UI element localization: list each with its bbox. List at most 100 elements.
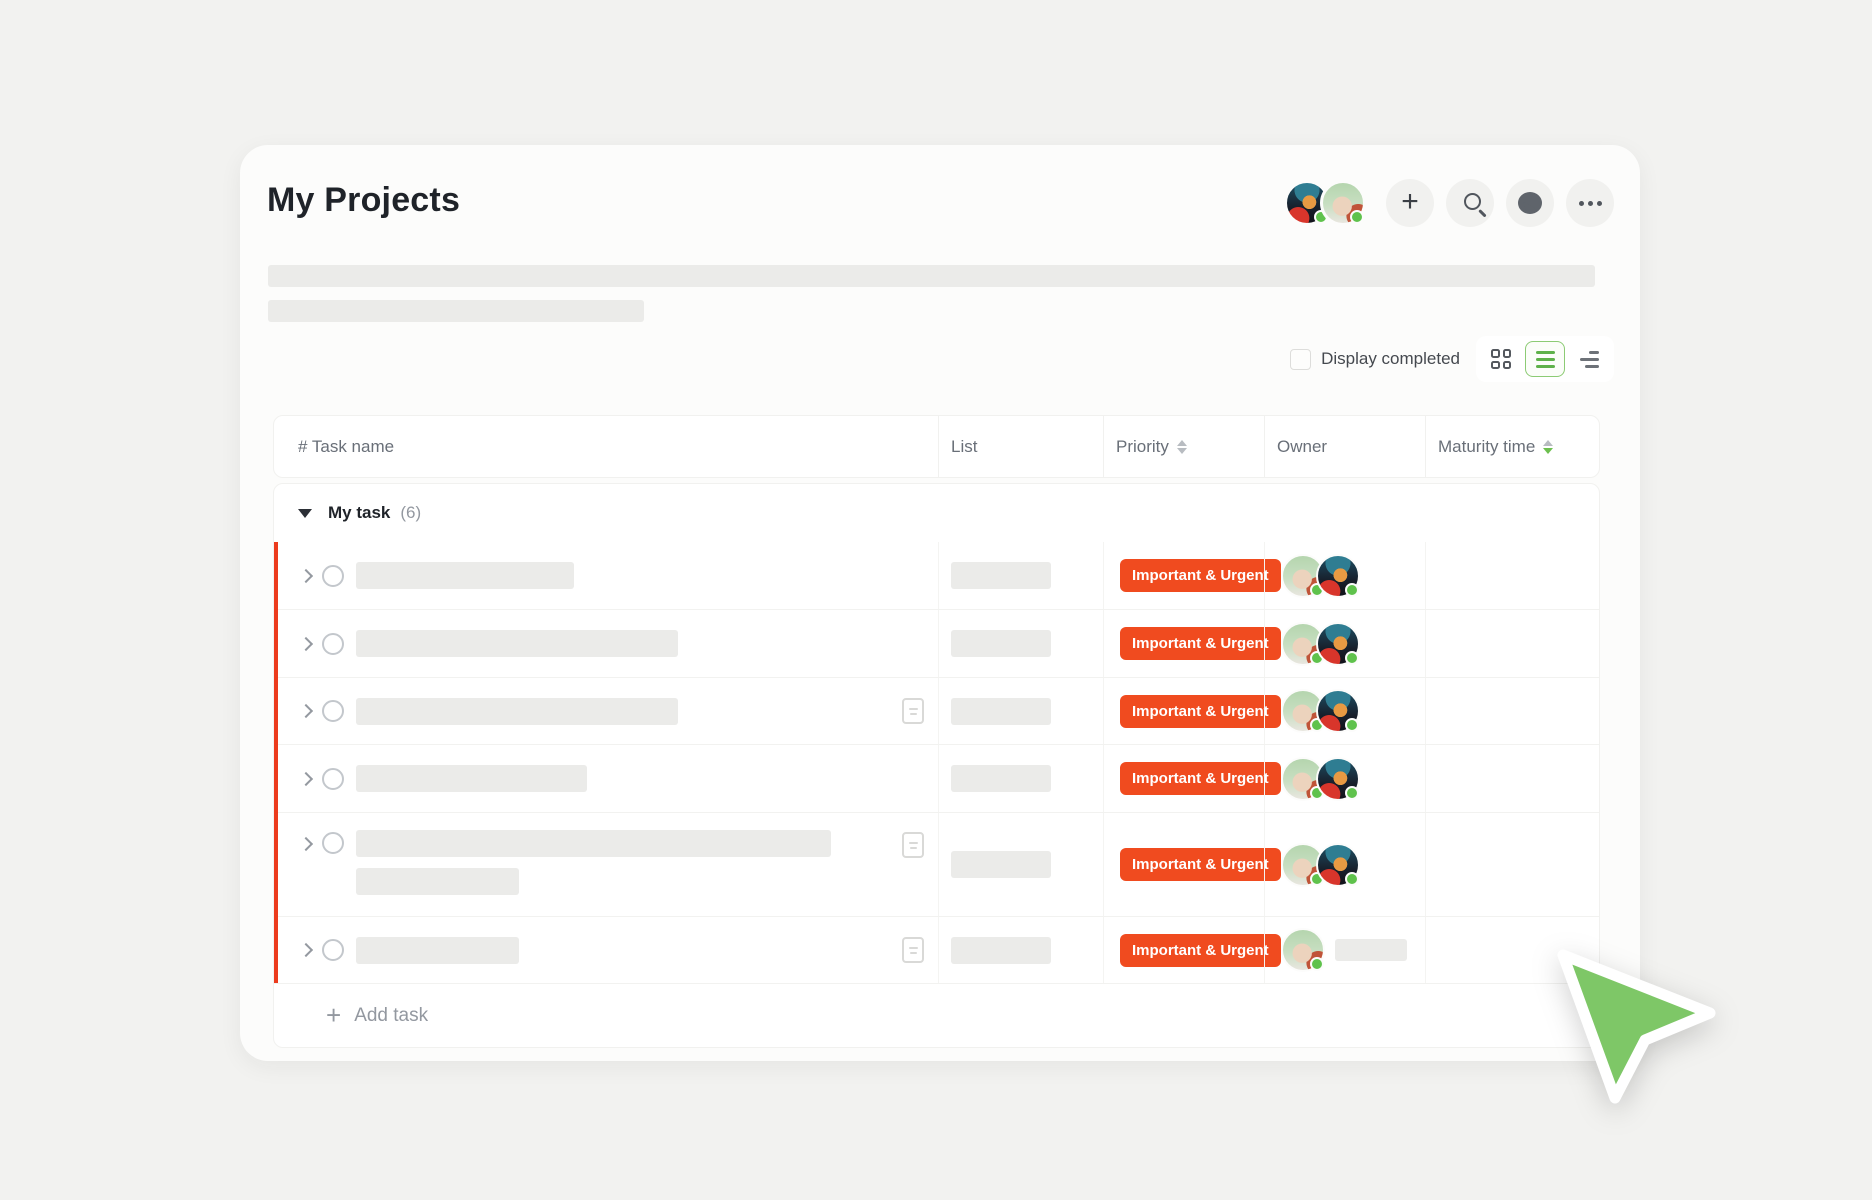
task-title-skeleton-group <box>356 630 678 657</box>
grid-view-icon <box>1491 349 1511 369</box>
list-skeleton <box>951 936 1051 964</box>
table-row[interactable]: Important & Urgent <box>274 916 1599 983</box>
complete-circle-checkbox[interactable] <box>322 632 344 655</box>
sort-icon-active-desc[interactable] <box>1543 439 1554 454</box>
more-button[interactable] <box>1566 179 1614 227</box>
online-status-dot <box>1345 718 1359 732</box>
sort-icon[interactable] <box>1176 439 1187 454</box>
complete-circle-checkbox[interactable] <box>322 939 344 961</box>
task-name-cell <box>274 610 938 677</box>
priority-cell: Important & Urgent <box>1103 678 1281 744</box>
complete-circle-checkbox[interactable] <box>322 767 344 790</box>
header-actions: + <box>1284 178 1614 228</box>
complete-circle-checkbox[interactable] <box>322 700 344 722</box>
expand-chevron-icon[interactable] <box>298 569 312 583</box>
expand-chevron-icon[interactable] <box>298 704 312 718</box>
priority-badge[interactable]: Important & Urgent <box>1120 933 1281 967</box>
list-controls: Display completed <box>240 335 1614 383</box>
avatar-anime-user[interactable] <box>1316 756 1360 801</box>
task-title-skeleton <box>356 765 587 792</box>
table-header: # Task name List Priority Owner Maturity… <box>273 415 1600 478</box>
table-row[interactable]: Important & Urgent <box>274 609 1599 677</box>
priority-badge[interactable]: Important & Urgent <box>1120 559 1281 592</box>
task-title-skeleton <box>356 562 574 589</box>
maturity-time-cell <box>1425 745 1599 812</box>
expand-chevron-icon[interactable] <box>298 772 312 786</box>
add-task-label: Add task <box>354 1004 429 1026</box>
task-title-skeleton-group <box>356 562 574 589</box>
avatar-baby-user[interactable] <box>1281 756 1325 801</box>
expand-chevron-icon[interactable] <box>298 943 312 957</box>
owner-cell <box>1264 745 1425 812</box>
priority-badge[interactable]: Important & Urgent <box>1120 627 1281 660</box>
task-name-cell <box>274 917 938 983</box>
expand-chevron-icon[interactable] <box>298 837 312 851</box>
expand-chevron-icon[interactable] <box>298 637 312 651</box>
column-header-task-name[interactable]: # Task name <box>298 436 395 456</box>
column-header-maturity-time[interactable]: Maturity time <box>1425 416 1601 477</box>
task-title-skeleton <box>356 830 831 857</box>
task-name-cell <box>274 813 938 916</box>
column-header-priority[interactable]: Priority <box>1103 416 1264 477</box>
add-task-button[interactable]: + Add task <box>274 983 1599 1047</box>
table-row[interactable]: Important & Urgent <box>274 677 1599 744</box>
avatar-baby-user[interactable] <box>1281 928 1325 972</box>
avatar-anime-user[interactable] <box>1316 553 1360 598</box>
online-status-dot <box>1350 210 1364 224</box>
my-projects-window: My Projects + Display completed <box>240 145 1640 1061</box>
task-title-skeleton <box>356 868 519 895</box>
task-name-cell <box>274 745 938 812</box>
display-completed-checkbox[interactable] <box>1290 348 1312 370</box>
online-status-dot <box>1345 785 1359 800</box>
table-row[interactable]: Important & Urgent <box>274 812 1599 916</box>
complete-circle-checkbox[interactable] <box>322 564 344 587</box>
priority-badge[interactable]: Important & Urgent <box>1120 848 1281 881</box>
description-skeleton-line <box>268 300 644 322</box>
page-title: My Projects <box>267 181 461 219</box>
maturity-time-cell <box>1425 917 1599 983</box>
avatar-anime-user[interactable] <box>1316 621 1360 666</box>
column-header-list[interactable]: List <box>938 416 1103 477</box>
priority-badge[interactable]: Important & Urgent <box>1120 694 1281 728</box>
priority-badge[interactable]: Important & Urgent <box>1120 762 1281 795</box>
complete-circle-checkbox[interactable] <box>322 832 344 854</box>
owner-cell <box>1264 678 1425 744</box>
table-row[interactable]: Important & Urgent <box>274 542 1599 609</box>
column-header-owner[interactable]: Owner <box>1264 416 1425 477</box>
task-title-skeleton <box>356 697 678 725</box>
member-avatars[interactable] <box>1284 180 1366 226</box>
plus-icon: + <box>1401 184 1419 218</box>
list-cell <box>938 917 1103 983</box>
task-group-row[interactable]: My task (6) <box>274 484 1599 542</box>
maturity-time-cell <box>1425 678 1599 744</box>
maturity-time-cell <box>1425 813 1599 916</box>
search-button[interactable] <box>1446 179 1494 227</box>
chat-button[interactable] <box>1506 179 1554 227</box>
compact-view-button[interactable] <box>1569 341 1609 377</box>
owner-cell <box>1264 917 1425 983</box>
task-title-skeleton-group <box>356 830 831 895</box>
avatar-anime-user[interactable] <box>1316 689 1360 733</box>
priority-cell: Important & Urgent <box>1103 542 1281 609</box>
table-row[interactable]: Important & Urgent <box>274 744 1599 812</box>
display-completed-checkbox-group[interactable]: Display completed <box>1290 348 1460 370</box>
list-cell <box>938 542 1103 609</box>
priority-cell: Important & Urgent <box>1103 917 1281 983</box>
list-view-button[interactable] <box>1525 341 1565 377</box>
grid-view-button[interactable] <box>1481 341 1521 377</box>
avatar-baby-user[interactable] <box>1320 180 1366 226</box>
list-cell <box>938 813 1103 916</box>
task-name-cell <box>274 678 938 744</box>
online-status-dot <box>1345 582 1359 597</box>
display-completed-label: Display completed <box>1321 349 1460 368</box>
list-skeleton <box>951 765 1051 792</box>
group-accent-bar <box>274 542 278 983</box>
task-name-cell <box>274 542 938 609</box>
note-icon <box>902 698 924 724</box>
green-pointer-cursor <box>1557 949 1716 1104</box>
task-title-skeleton <box>356 630 678 657</box>
avatar-anime-user[interactable] <box>1316 842 1360 887</box>
add-button[interactable]: + <box>1386 179 1434 227</box>
collapse-caret-icon[interactable] <box>298 508 312 518</box>
priority-cell: Important & Urgent <box>1103 610 1281 677</box>
